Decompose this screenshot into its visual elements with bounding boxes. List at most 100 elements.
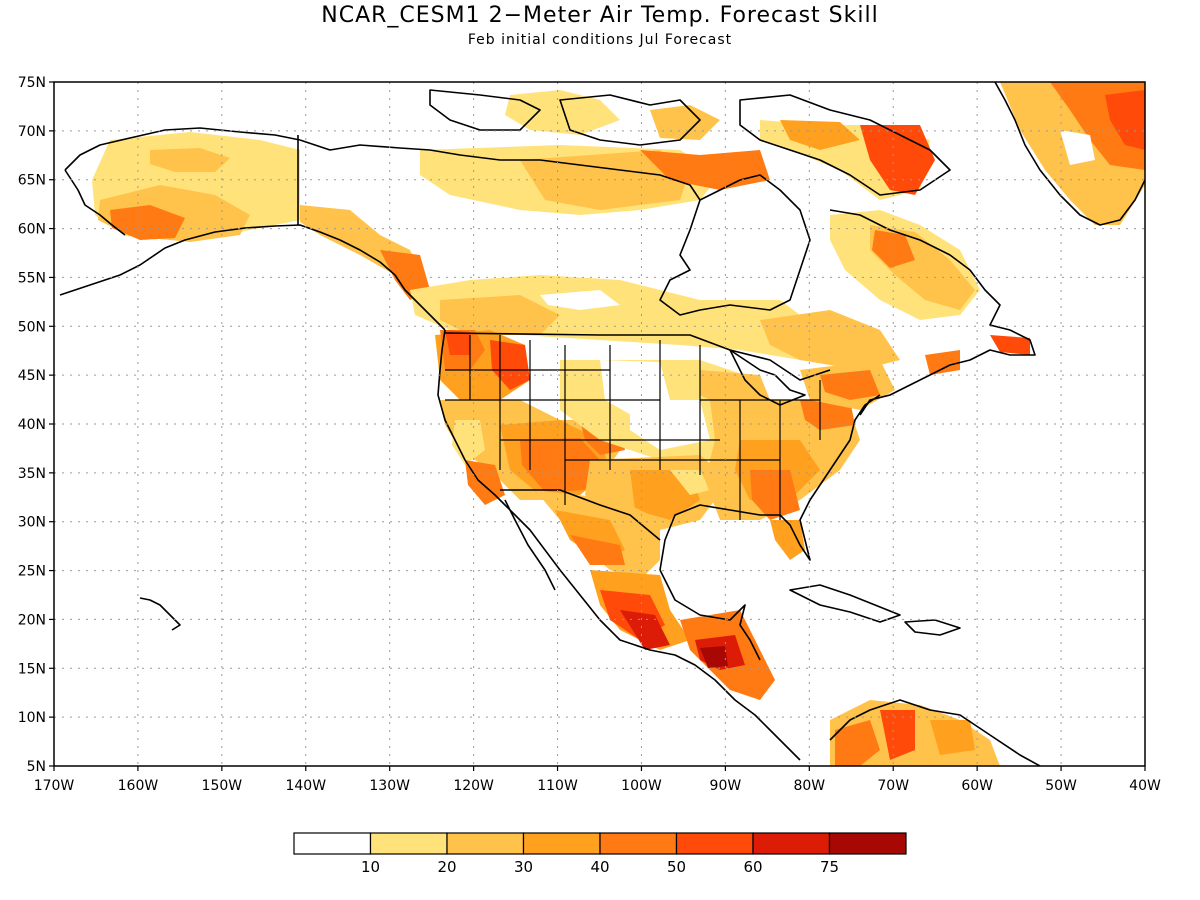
coast-hudson-bay bbox=[659, 174, 811, 316]
lat-tick-label: 50N bbox=[18, 319, 46, 335]
lat-tick-label: 25N bbox=[18, 564, 46, 580]
coast-baja bbox=[504, 499, 556, 591]
longitude-axis: 170W 160W 150W 140W 130W 120W 110W 100W 90W 80W 70… bbox=[34, 766, 1161, 794]
skill-region-prairies-west bbox=[440, 295, 560, 335]
skill-region-alaska-southwest bbox=[110, 205, 185, 240]
skill-region-california-north bbox=[452, 420, 485, 465]
skill-region-venezuela-core bbox=[880, 710, 915, 760]
lat-tick-label: 75N bbox=[18, 75, 46, 91]
legend-swatch bbox=[675, 832, 754, 855]
coast-arctic-islands bbox=[429, 89, 541, 131]
lat-tick-label: 65N bbox=[18, 173, 46, 189]
skill-region-arctic-central bbox=[520, 150, 690, 210]
lat-tick-label: 55N bbox=[18, 270, 46, 286]
skill-region-saskatchewan bbox=[540, 290, 620, 310]
skill-region-oklahoma bbox=[670, 470, 710, 495]
legend-swatch bbox=[599, 832, 678, 855]
skill-region-labrador-core bbox=[872, 230, 915, 268]
lat-tick-label: 45N bbox=[18, 368, 46, 384]
coast-alaska-west bbox=[64, 169, 126, 236]
lat-tick-label: 70N bbox=[18, 124, 46, 140]
legend-swatch bbox=[522, 832, 601, 855]
legend-label: 30 bbox=[514, 858, 533, 876]
coast-baffin-island bbox=[739, 94, 951, 196]
coast-gulf bbox=[659, 394, 881, 571]
skill-region-four-corners bbox=[520, 438, 600, 492]
legend-label: 75 bbox=[820, 858, 839, 876]
lon-tick-label: 40W bbox=[1129, 778, 1161, 794]
skill-region-guiana bbox=[930, 720, 975, 755]
map-subtitle: Feb initial conditions Jul Forecast bbox=[468, 32, 732, 48]
legend-swatch bbox=[752, 832, 831, 855]
skill-region-alabama bbox=[750, 470, 800, 520]
coast-alaska-north bbox=[64, 127, 301, 171]
legend-colorbar: 10 20 30 40 50 60 75 bbox=[293, 832, 907, 876]
coast-south-america bbox=[829, 699, 1041, 766]
lon-tick-label: 150W bbox=[202, 778, 243, 794]
skill-region-greenland-coast bbox=[1105, 90, 1145, 150]
legend-label: 40 bbox=[590, 858, 609, 876]
legend-swatch bbox=[446, 832, 525, 855]
legend-swatch bbox=[369, 832, 448, 855]
legend-swatch bbox=[293, 832, 372, 855]
lon-tick-label: 50W bbox=[1045, 778, 1077, 794]
skill-region-venezuela bbox=[835, 720, 880, 766]
lat-tick-label: 5N bbox=[27, 759, 46, 775]
lon-tick-label: 70W bbox=[877, 778, 909, 794]
map-grid bbox=[54, 82, 1145, 766]
coast-cuba bbox=[789, 584, 901, 623]
lat-tick-label: 20N bbox=[18, 612, 46, 628]
legend-label: 10 bbox=[361, 858, 380, 876]
skill-region-virginia bbox=[800, 400, 855, 430]
skill-region-kansas bbox=[630, 400, 710, 450]
skill-region-baffin-north bbox=[780, 120, 860, 150]
legend-swatch bbox=[828, 832, 907, 855]
skill-region-guerrero bbox=[620, 610, 670, 650]
skill-region-honduras bbox=[700, 646, 728, 668]
skill-region-prairies-east bbox=[760, 310, 900, 370]
skill-region-arctic-islands bbox=[505, 90, 620, 135]
lon-tick-label: 170W bbox=[34, 778, 75, 794]
lon-tick-label: 110W bbox=[537, 778, 578, 794]
coast-greenland bbox=[994, 82, 1145, 226]
coast-great-lakes bbox=[729, 349, 806, 406]
skill-region-sinaloa bbox=[570, 535, 625, 565]
skill-region-new-york bbox=[820, 370, 880, 400]
latitude-axis: 5N 10N 15N 20N 25N 30N 35N 40N 45N 50N 55N 60N 65N 70… bbox=[18, 75, 54, 775]
lon-tick-label: 100W bbox=[621, 778, 662, 794]
lon-tick-label: 140W bbox=[285, 778, 326, 794]
legend-label: 20 bbox=[437, 858, 456, 876]
lon-tick-label: 80W bbox=[793, 778, 825, 794]
coast-hispaniola bbox=[904, 619, 961, 636]
skill-region-washington bbox=[445, 330, 470, 355]
coast-labrador bbox=[829, 209, 1036, 416]
skill-region-nova-scotia bbox=[990, 335, 1030, 355]
state-borders bbox=[445, 335, 821, 520]
lat-tick-label: 40N bbox=[18, 417, 46, 433]
coast-victoria-island bbox=[559, 94, 701, 146]
skill-region-bc-coast bbox=[380, 250, 430, 300]
lat-tick-label: 30N bbox=[18, 515, 46, 531]
lat-tick-label: 10N bbox=[18, 710, 46, 726]
map-title: NCAR_CESM1 2−Meter Air Temp. Forecast Sk… bbox=[321, 3, 878, 28]
border-us-mexico bbox=[500, 489, 661, 541]
skill-region-alaska-north bbox=[150, 148, 230, 172]
lat-tick-label: 15N bbox=[18, 661, 46, 677]
skill-region-maritimes bbox=[925, 350, 960, 375]
lon-tick-label: 90W bbox=[710, 778, 742, 794]
skill-region-california-south bbox=[465, 460, 505, 505]
lon-tick-label: 130W bbox=[369, 778, 410, 794]
skill-region-florida bbox=[770, 520, 805, 560]
lat-tick-label: 60N bbox=[18, 222, 46, 238]
lat-tick-label: 35N bbox=[18, 466, 46, 482]
coast-pacific bbox=[437, 329, 801, 761]
legend-label: 60 bbox=[743, 858, 762, 876]
lon-tick-label: 160W bbox=[118, 778, 159, 794]
legend-label: 50 bbox=[667, 858, 686, 876]
coast-hawaii bbox=[139, 597, 181, 631]
skill-region-greenland-interior bbox=[1060, 130, 1095, 165]
lon-tick-label: 120W bbox=[453, 778, 494, 794]
lon-tick-label: 60W bbox=[961, 778, 993, 794]
coast-arctic-mainland bbox=[299, 139, 701, 201]
